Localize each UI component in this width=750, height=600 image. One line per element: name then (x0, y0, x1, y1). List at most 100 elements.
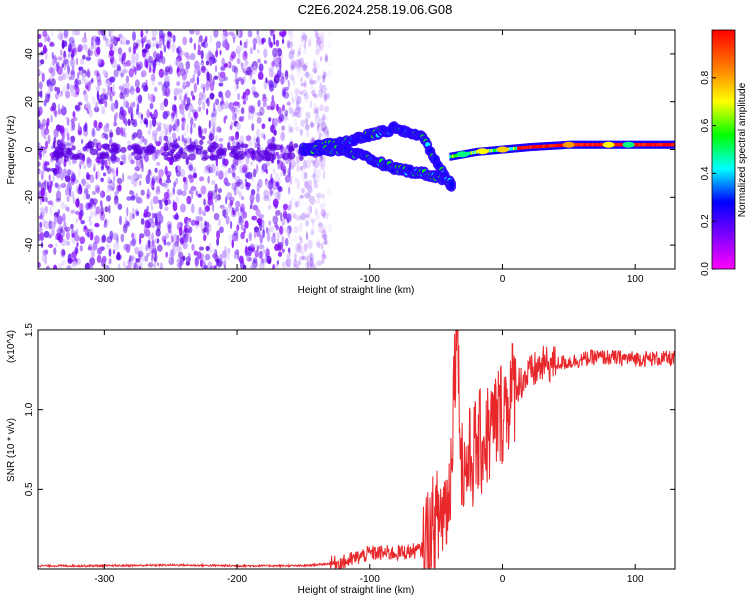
carrier-core (633, 143, 637, 147)
noise-speck (319, 31, 325, 38)
noise-speck (44, 220, 49, 230)
noise-speck (300, 76, 303, 83)
noise-speck (228, 135, 234, 142)
noise-speck (198, 246, 204, 251)
noise-speck (268, 36, 272, 46)
noise-speck (294, 88, 300, 96)
noise-speck (40, 210, 45, 218)
snr-y-label: SNR (10 * v/v) (6, 418, 17, 482)
noise-speck (242, 99, 247, 105)
noise-speck (318, 221, 323, 229)
noise-speck (274, 223, 278, 229)
noise-speck (199, 176, 205, 182)
noise-speck (70, 53, 75, 58)
noise-speck (150, 199, 153, 208)
x-tick-label: 0 (500, 574, 506, 585)
noise-speck (214, 183, 218, 193)
noise-speck (49, 106, 55, 112)
noise-speck (179, 168, 186, 178)
noise-speck (139, 233, 145, 239)
noise-speck (68, 76, 72, 81)
noise-speck (150, 93, 155, 103)
noise-speck (190, 219, 197, 226)
noise-speck (319, 203, 325, 210)
noise-speck (198, 62, 204, 67)
noise-speck (158, 220, 161, 226)
noise-speck (288, 200, 293, 210)
noise-speck (308, 193, 311, 202)
noise-speck (53, 128, 59, 138)
carrier-core (449, 155, 452, 159)
noise-speck (124, 216, 128, 224)
noise-speck (152, 253, 156, 259)
noise-speck (290, 65, 295, 70)
noise-speck (302, 49, 308, 55)
noise-speck (109, 76, 116, 83)
noise-speck (102, 172, 107, 177)
noise-speck (228, 196, 235, 202)
noise-speck (56, 215, 63, 225)
noise-speck (70, 177, 75, 186)
noise-speck (257, 58, 261, 64)
noise-speck (201, 228, 206, 234)
noise-speck (100, 190, 106, 198)
noise-speck (74, 210, 80, 215)
noise-speck (137, 250, 144, 258)
noise-speck (255, 34, 261, 44)
noise-speck (144, 154, 149, 163)
noise-speck (299, 90, 303, 95)
noise-speck (96, 46, 101, 55)
noise-speck (312, 67, 318, 74)
carrier-core (454, 154, 457, 158)
noise-speck (113, 241, 120, 251)
noise-speck (149, 112, 153, 117)
noise-speck (229, 200, 233, 207)
noise-speck (154, 57, 158, 63)
noise-speck (64, 175, 71, 183)
noise-speck (243, 228, 246, 234)
noise-speck (222, 157, 226, 165)
noise-speck (296, 108, 303, 118)
noise-speck (183, 120, 186, 125)
noise-speck (171, 112, 176, 117)
noise-speck (183, 234, 187, 240)
noise-speck (177, 72, 180, 79)
noise-speck (65, 116, 68, 121)
noise-speck (280, 75, 285, 85)
noise-speck (140, 70, 147, 78)
noise-speck (132, 172, 139, 180)
noise-speck (316, 123, 320, 133)
noise-speck (141, 135, 145, 143)
noise-speck (145, 43, 151, 50)
noise-speck (150, 73, 156, 82)
noise-speck (296, 88, 302, 99)
carrier-core (467, 151, 471, 155)
noise-speck (259, 250, 263, 259)
noise-speck (85, 100, 89, 109)
noise-speck (177, 251, 184, 259)
noise-speck (165, 251, 169, 258)
noise-speck (195, 219, 200, 226)
noise-band-speck (209, 142, 220, 149)
noise-speck (252, 136, 256, 144)
noise-speck (273, 40, 276, 46)
noise-speck (313, 178, 318, 184)
x-tick-label: -300 (94, 274, 114, 285)
noise-speck (280, 162, 286, 173)
noise-speck (94, 184, 100, 192)
noise-speck (310, 121, 313, 129)
carrier-core (651, 143, 654, 147)
noise-speck (132, 101, 136, 108)
noise-speck (201, 209, 205, 216)
noise-speck (53, 247, 57, 256)
noise-speck (89, 174, 95, 184)
noise-speck (126, 206, 129, 217)
noise-speck (298, 235, 302, 241)
colorbar-ticks: 0.00.20.40.60.8 (700, 70, 716, 276)
noise-speck (92, 127, 95, 138)
noise-speck (259, 106, 265, 116)
noise-speck (151, 30, 158, 38)
noise-speck (71, 260, 78, 268)
noise-speck (245, 39, 249, 45)
noise-speck (266, 79, 269, 84)
